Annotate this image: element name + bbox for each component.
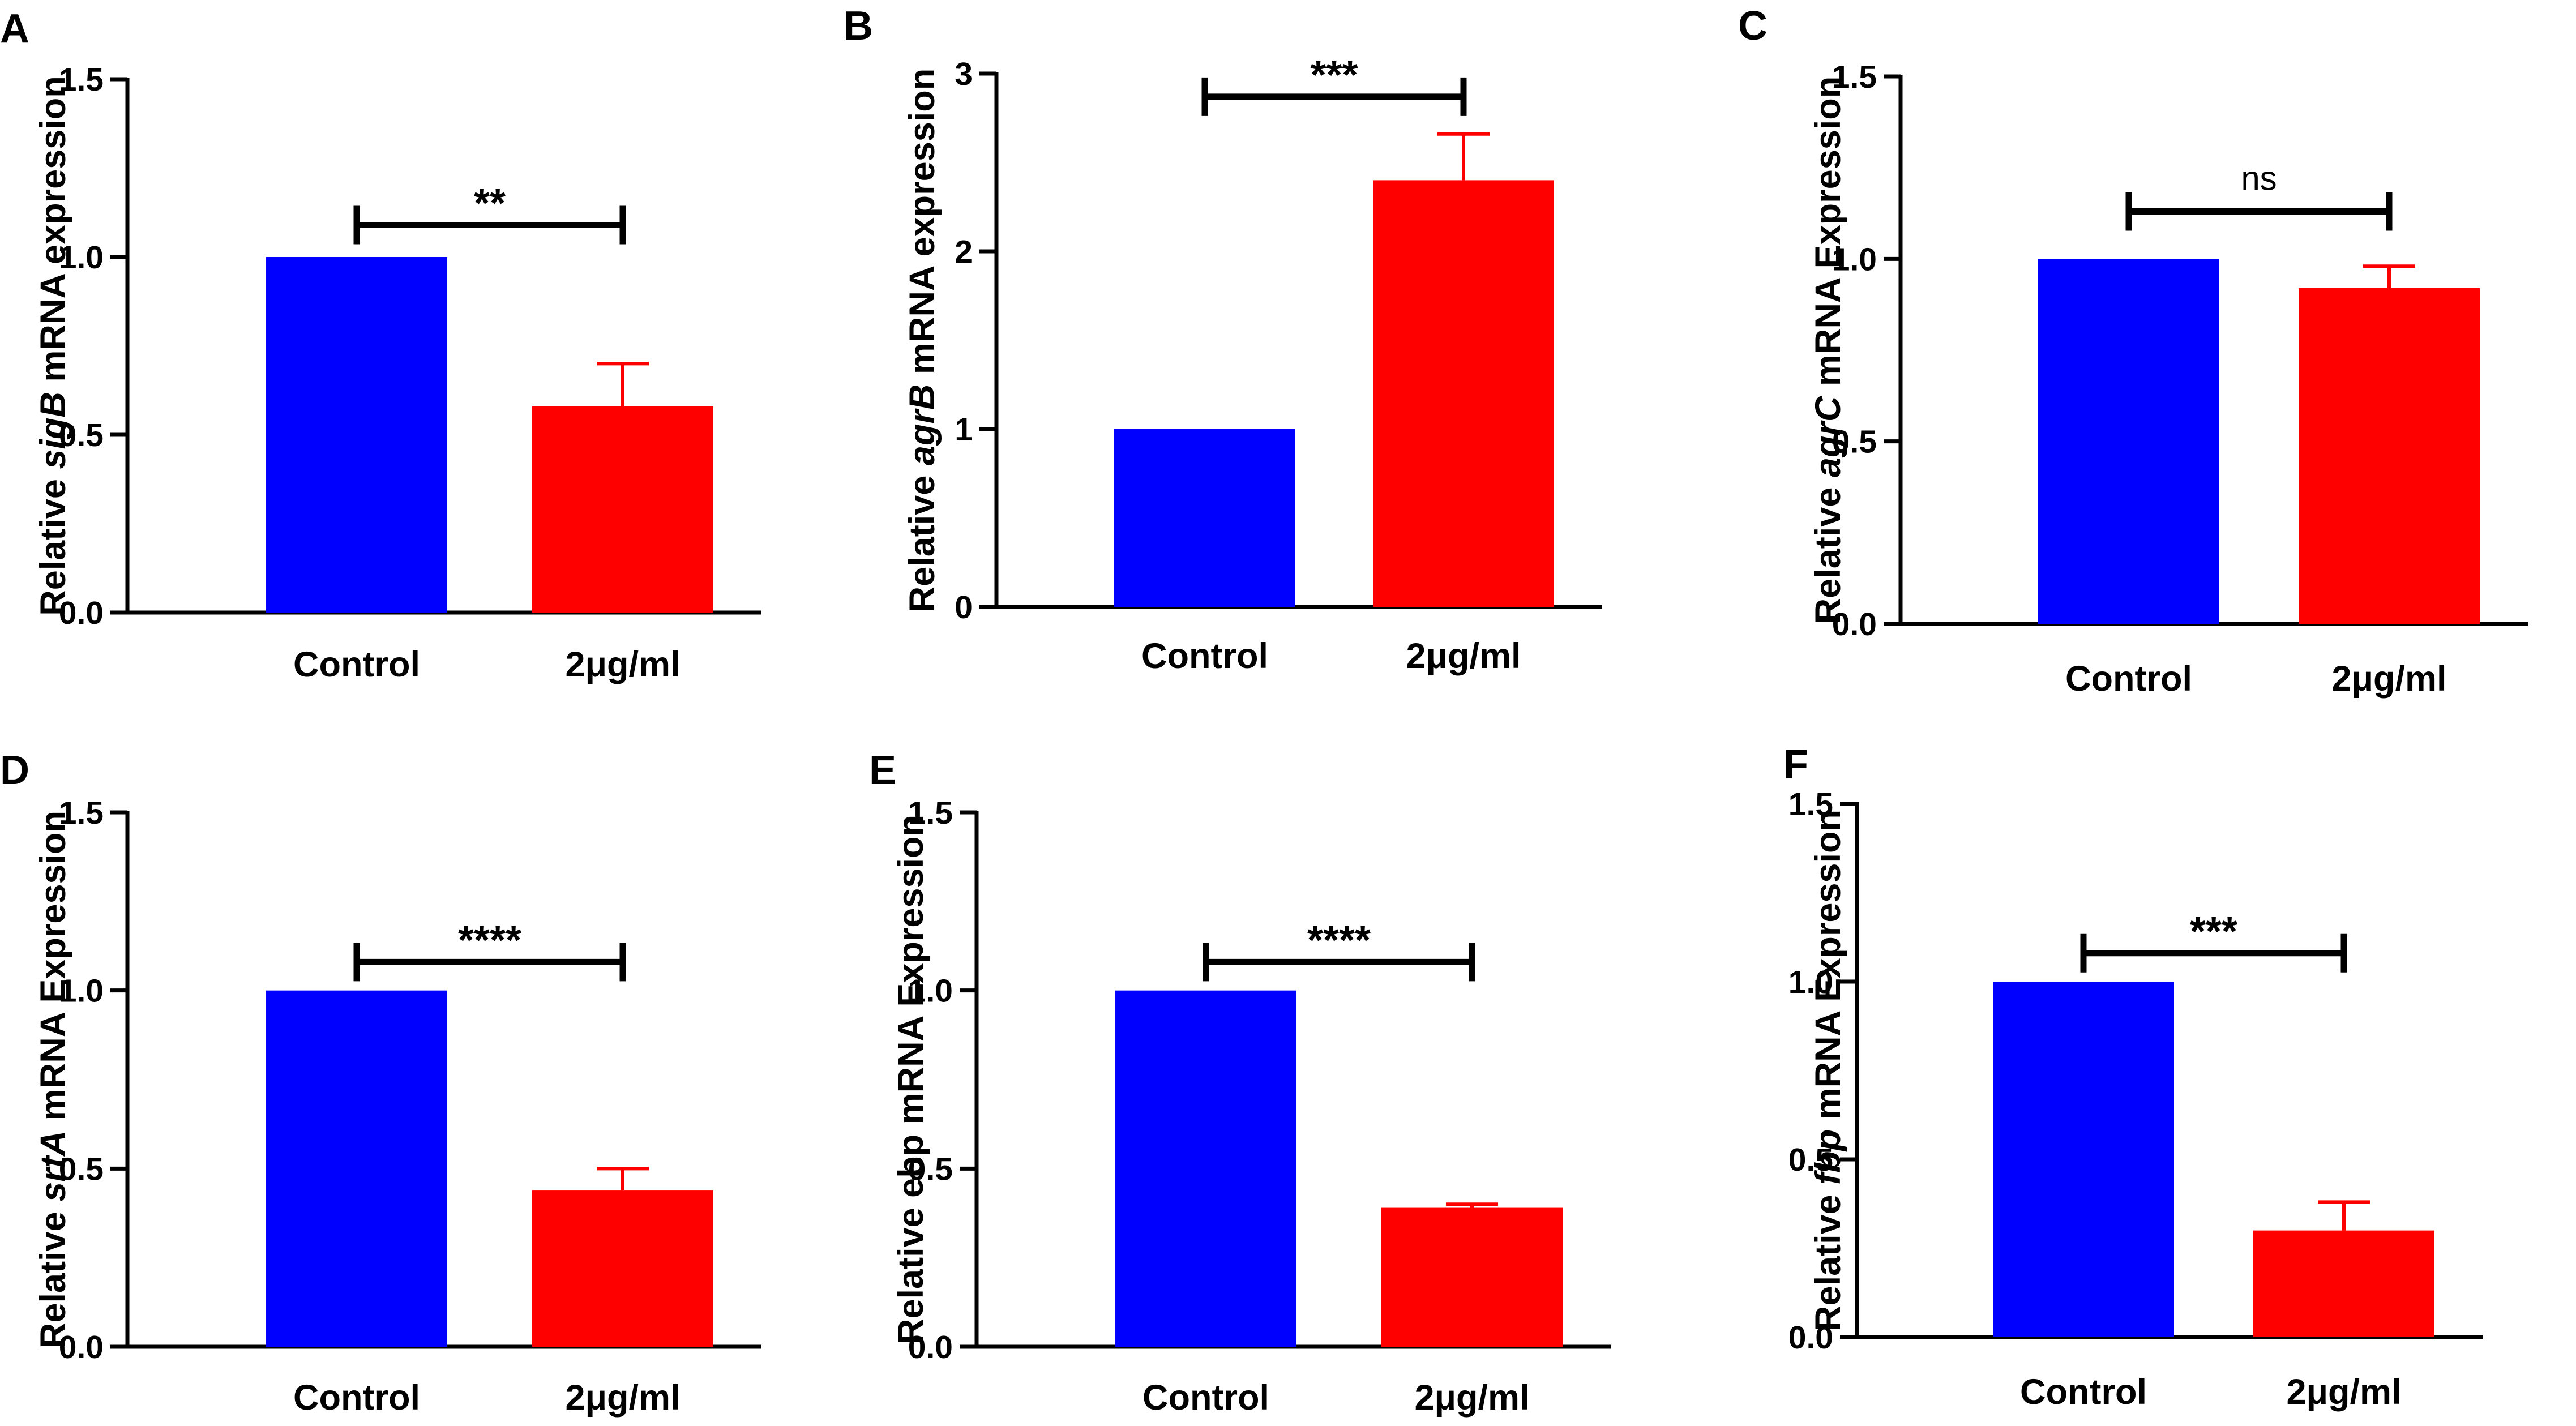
panel-d: D 0.0 0.5 1.0 1.5 Control 2μg/ml **** Relative s…	[0, 748, 761, 1418]
panel-c: C 0.0 0.5 1.0 1.5 Control 2μg/ml ns Relative agr…	[1738, 3, 2528, 699]
x-category-label: Control	[1142, 1378, 1269, 1418]
x-category-label: Control	[2065, 659, 2192, 699]
x-category-label: Control	[293, 645, 420, 684]
y-axis-label-prefix: Relative	[33, 1202, 73, 1348]
y-tick-label: 0.5	[59, 1151, 104, 1187]
panel-letter-e: E	[869, 748, 896, 793]
panel-letter-a: A	[0, 6, 29, 52]
y-tick-label: 0.0	[59, 595, 104, 631]
panel-a: A 0.0 0.5 1.0 1.5 Control 2μg/ml ** Relative sig…	[0, 6, 761, 684]
y-axis-label: Relative sigB mRNA expression	[33, 76, 73, 616]
y-tick-label: 0	[955, 589, 973, 626]
x-category-label: Control	[1141, 636, 1268, 676]
y-tick-label: 1.5	[1832, 59, 1877, 95]
y-tick-label: 0.0	[1832, 606, 1877, 643]
y-axis-label-suffix: mRNA Expression	[1808, 810, 1848, 1129]
x-category-label: 2μg/ml	[565, 645, 680, 684]
y-tick-label: 2	[955, 234, 973, 270]
panel-letter-f: F	[1783, 742, 1808, 787]
y-tick-label: 1.5	[908, 795, 953, 831]
y-tick-label: 1.0	[908, 973, 953, 1009]
panel-b: B 0 1 2 3 Control 2μg/ml *** Relative agrB mRNA …	[844, 3, 1602, 676]
x-category-label: Control	[293, 1378, 420, 1418]
y-tick-label: 0.5	[59, 417, 104, 453]
y-tick-label: 0.5	[1832, 424, 1877, 460]
x-category-label: 2μg/ml	[2331, 659, 2446, 699]
x-category-label: 2μg/ml	[2286, 1372, 2401, 1412]
bar-treatment	[2299, 288, 2480, 624]
bar-control	[1114, 429, 1295, 607]
significance-label: ***	[1310, 53, 1358, 98]
y-axis-label-prefix: Relative	[1808, 1185, 1848, 1331]
x-category-label: 2μg/ml	[565, 1378, 680, 1418]
y-tick-label: 1.0	[59, 973, 104, 1009]
y-tick-label: 1.0	[1832, 241, 1877, 277]
y-axis-label-gene: agrC	[1808, 395, 1848, 477]
y-axis-label-suffix: mRNA expression	[902, 68, 942, 384]
y-axis-label: Relative fbp mRNA Expression	[1808, 810, 1848, 1331]
y-tick-label: 1	[955, 412, 973, 448]
y-axis-label: Relative agrB mRNA expression	[902, 68, 942, 613]
y-axis-label-gene: fbp	[1808, 1129, 1848, 1185]
y-tick-label: 1.0	[59, 239, 104, 276]
bar-control	[1993, 982, 2174, 1337]
bar-treatment	[2253, 1230, 2434, 1337]
y-tick-label: 0.0	[908, 1329, 953, 1365]
y-axis-label-suffix: mRNA Expression	[1808, 76, 1848, 396]
y-axis-label: Relative ebp mRNA Expression	[891, 815, 931, 1344]
x-category-label: 2μg/ml	[1406, 636, 1521, 676]
x-category-label: Control	[2020, 1372, 2147, 1412]
y-axis-label-prefix: Relative	[33, 469, 73, 616]
panel-letter-b: B	[844, 3, 873, 49]
y-tick-label: 0.5	[1788, 1142, 1833, 1178]
panel-letter-d: D	[0, 748, 29, 793]
significance-label: ***	[2190, 909, 2237, 954]
significance-label: **	[474, 181, 506, 226]
y-tick-label: 1.5	[1788, 786, 1833, 823]
y-axis-label-prefix: Relative ebp mRNA Expression	[891, 815, 931, 1344]
bar-control	[2038, 259, 2219, 624]
panel-letter-c: C	[1738, 3, 1768, 49]
y-axis-label-gene: sigB	[33, 392, 73, 469]
y-axis-label-gene: srtA	[33, 1130, 73, 1202]
y-axis-label: Relative srtA mRNA Expression	[33, 811, 73, 1348]
bar-control	[1115, 990, 1296, 1347]
y-axis-label-suffix: mRNA expression	[33, 76, 73, 392]
y-tick-label: 0.0	[59, 1329, 104, 1365]
y-axis-label-prefix: Relative	[1808, 477, 1848, 624]
bar-control	[266, 257, 447, 613]
y-axis-label-prefix: Relative	[902, 465, 942, 612]
bar-treatment	[532, 406, 713, 613]
significance-label: ****	[1307, 918, 1371, 963]
y-tick-label: 0.5	[908, 1151, 953, 1187]
y-tick-label: 1.5	[59, 795, 104, 831]
significance-label: ****	[458, 918, 521, 963]
y-axis-label-suffix: mRNA Expression	[33, 811, 73, 1130]
y-axis-label: Relative agrC mRNA Expression	[1808, 76, 1848, 624]
significance-label: ns	[2241, 160, 2277, 198]
bar-treatment	[1381, 1207, 1563, 1347]
y-tick-label: 1.5	[59, 62, 104, 98]
y-tick-label: 3	[955, 56, 973, 92]
panel-f: F 0.0 0.5 1.0 1.5 Control 2μg/ml *** Relative fb…	[1783, 742, 2483, 1412]
bar-treatment	[1373, 180, 1554, 607]
panel-e: E 0.0 0.5 1.0 1.5 Control 2μg/ml **** Relative e…	[869, 748, 1611, 1418]
bar-control	[266, 990, 447, 1347]
y-tick-label: 1.0	[1788, 964, 1833, 1000]
y-tick-label: 0.0	[1788, 1320, 1833, 1356]
bar-treatment	[532, 1190, 713, 1347]
y-axis-label-gene: agrB	[902, 384, 942, 466]
x-category-label: 2μg/ml	[1414, 1378, 1529, 1418]
